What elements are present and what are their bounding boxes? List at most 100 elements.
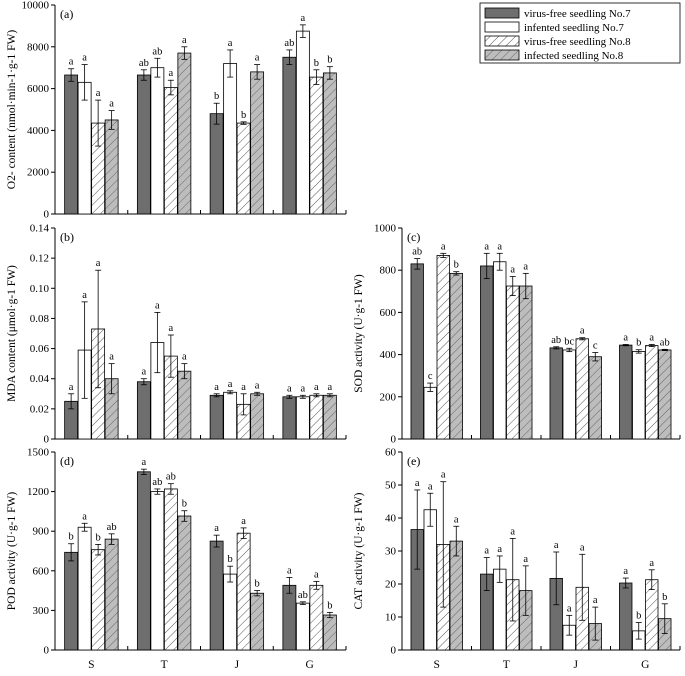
- y-tick-label: 0: [44, 209, 50, 221]
- legend-swatch: [484, 35, 520, 47]
- bar: [588, 356, 602, 440]
- y-tick-label: 0.12: [30, 253, 49, 265]
- significance-letter: a: [287, 565, 292, 576]
- bar: [77, 81, 92, 215]
- significance-letter: a: [497, 241, 502, 252]
- bar: [250, 592, 265, 651]
- panel-label: (c): [407, 230, 420, 244]
- significance-letter: b: [327, 55, 332, 66]
- significance-letter: a: [428, 481, 433, 492]
- significance-letter: b: [69, 532, 74, 543]
- bar: [295, 30, 310, 215]
- significance-letter: c: [593, 340, 598, 351]
- legend-swatch: [484, 21, 520, 33]
- significance-letter: a: [155, 300, 160, 311]
- significance-letter: a: [241, 382, 246, 393]
- y-tick-label: 0: [44, 434, 50, 446]
- significance-letter: a: [510, 526, 515, 537]
- legend: virus-free seedling No.7 infented seedlin…: [479, 2, 681, 64]
- bar: [619, 582, 633, 651]
- significance-letter: a: [580, 542, 585, 553]
- bar: [309, 394, 324, 440]
- significance-letter: a: [287, 383, 292, 394]
- bar: [104, 119, 119, 215]
- significance-letter: ab: [152, 46, 162, 57]
- significance-letter: a: [523, 554, 528, 565]
- significance-letter: a: [484, 241, 489, 252]
- bar: [322, 614, 337, 651]
- panel-b: 0 0.02 0.04 0.06 0.08 0.10 0.12 0.14 MDA content…: [6, 223, 347, 446]
- y-tick-label: 50: [385, 480, 397, 492]
- significance-letter: a: [301, 383, 306, 394]
- y-tick-label: 1000: [374, 223, 397, 235]
- significance-letter: b: [255, 579, 260, 590]
- significance-letter: a: [255, 380, 260, 391]
- bar: [177, 52, 192, 215]
- y-tick-label: 0.14: [30, 223, 50, 235]
- bar: [250, 71, 265, 215]
- bar: [136, 381, 151, 440]
- y-tick-label: 30: [385, 546, 397, 558]
- bar: [619, 344, 633, 440]
- y-tick-label: 400: [380, 349, 397, 361]
- significance-letter: b: [214, 91, 219, 102]
- x-tick-label: T: [161, 659, 168, 671]
- significance-letter: a: [96, 258, 101, 269]
- significance-letter: ab: [152, 477, 162, 488]
- bar: [632, 351, 646, 440]
- y-axis-label: O2- content (nmol·min-1·g-1 FW): [6, 30, 18, 190]
- significance-letter: ab: [284, 38, 294, 49]
- y-tick-label: 900: [33, 526, 50, 538]
- panel-label: (b): [60, 230, 74, 244]
- significance-letter: b: [636, 611, 641, 622]
- bar: [163, 488, 178, 651]
- significance-letter: a: [255, 53, 260, 64]
- y-tick-label: 0: [44, 645, 50, 657]
- significance-letter: bc: [564, 336, 574, 347]
- significance-letter: b: [636, 338, 641, 349]
- panel-a: 0 2000 4000 6000 8000 10000 O2- content (nmol·…: [6, 0, 347, 221]
- significance-letter: a: [510, 265, 515, 276]
- significance-letter: a: [96, 88, 101, 99]
- bar: [658, 349, 672, 440]
- significance-letter: ab: [412, 247, 422, 258]
- bar: [519, 285, 533, 440]
- significance-letter: a: [69, 382, 74, 393]
- y-axis-label: CAT activity (U·g-1 FW): [353, 492, 365, 609]
- significance-letter: a: [497, 544, 502, 555]
- bar: [295, 602, 310, 651]
- x-tick-label: T: [503, 659, 510, 671]
- y-tick-label: 300: [33, 605, 50, 617]
- bar: [506, 285, 520, 440]
- significance-letter: a: [241, 516, 246, 527]
- y-tick-label: 10000: [22, 0, 50, 12]
- bar: [449, 272, 463, 440]
- y-tick-label: 8000: [27, 41, 50, 53]
- significance-letter: b: [241, 110, 246, 121]
- significance-letter: b: [228, 554, 233, 565]
- significance-letter: a: [82, 511, 87, 522]
- bar: [436, 255, 450, 440]
- bar: [177, 370, 192, 440]
- significance-letter: a: [109, 99, 114, 110]
- significance-letter: a: [214, 382, 219, 393]
- bar: [77, 526, 92, 651]
- bar: [136, 471, 151, 651]
- panel-d: 0 300 600 900 1200 1500 POD activity (U·g-1 FW…: [6, 447, 347, 671]
- bar: [322, 394, 337, 440]
- bar: [282, 584, 297, 651]
- significance-letter: a: [441, 470, 446, 481]
- y-tick-label: 200: [380, 391, 397, 403]
- bar: [136, 74, 151, 215]
- significance-letter: a: [228, 379, 233, 390]
- x-tick-label: S: [88, 659, 94, 671]
- y-tick-label: 0.02: [30, 403, 49, 415]
- x-tick-label: G: [641, 659, 649, 671]
- bar: [645, 345, 659, 440]
- y-tick-label: 1500: [27, 447, 50, 459]
- x-tick-label: J: [235, 659, 240, 671]
- y-tick-label: 0.04: [30, 373, 50, 385]
- legend-label: infented seedling No.7: [524, 22, 624, 34]
- significance-letter: a: [623, 332, 628, 343]
- significance-letter: a: [214, 523, 219, 534]
